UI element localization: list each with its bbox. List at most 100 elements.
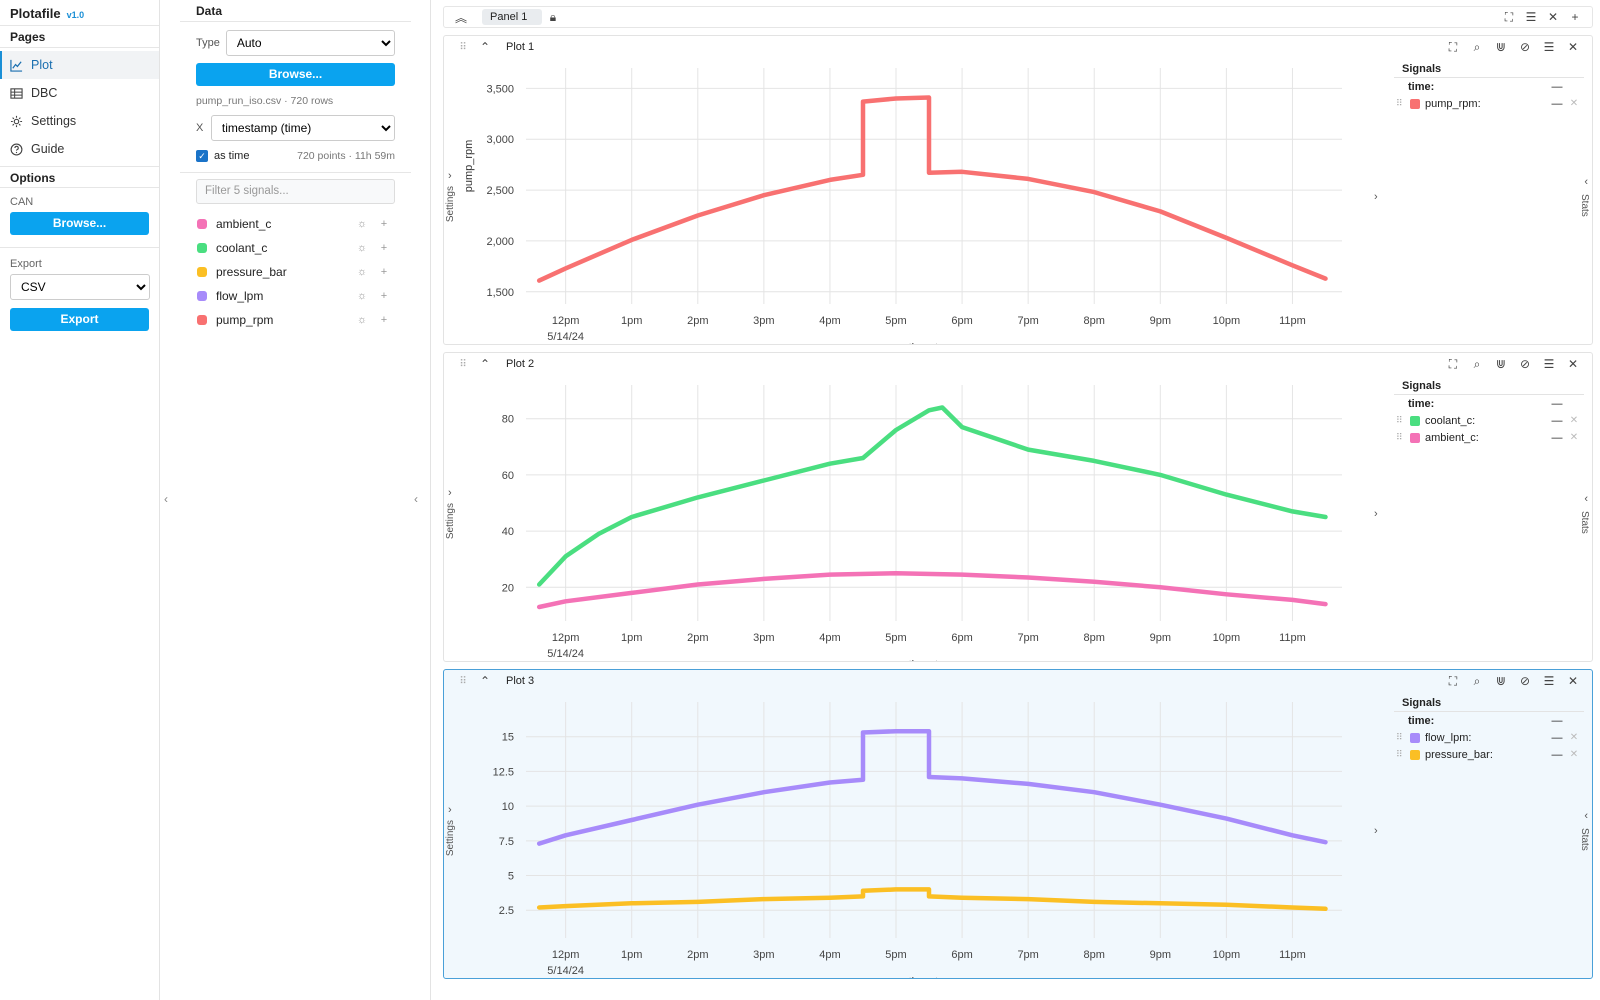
sun-icon[interactable]: ☼ <box>356 266 368 278</box>
collapse-up-icon[interactable]: ︽ <box>454 10 467 25</box>
stats-signal-row[interactable]: ⠿ flow_lpm: — ✕ <box>1394 729 1584 746</box>
clear-icon[interactable]: ☰ <box>1543 356 1555 371</box>
fullscreen-icon[interactable]: ⛶ <box>1504 9 1514 24</box>
sun-icon[interactable]: ☼ <box>356 242 368 254</box>
close-icon[interactable]: ✕ <box>1567 39 1579 54</box>
signal-item-ambient[interactable]: ambient_c ☼ + <box>180 212 411 236</box>
drag-handle-icon[interactable]: ⠿ <box>1396 432 1403 442</box>
stats-signal-row[interactable]: ⠿ ambient_c: — ✕ <box>1394 429 1584 446</box>
collapse-data-icon[interactable]: ‹ <box>414 492 418 506</box>
drag-handle-icon[interactable]: ⠿ <box>459 358 467 370</box>
nav-item-guide[interactable]: Guide <box>0 135 159 163</box>
chevron-up-icon[interactable]: ⌃ <box>479 357 491 371</box>
collapse-nav-icon[interactable]: ‹ <box>164 492 168 506</box>
drag-handle-icon[interactable]: ⠿ <box>459 675 467 687</box>
plus-icon[interactable]: + <box>380 266 388 278</box>
remove-signal-icon[interactable]: ✕ <box>1569 415 1579 426</box>
zoom-icon[interactable]: ⌕ <box>1473 356 1481 371</box>
export-format-select[interactable]: CSV <box>10 274 150 300</box>
sun-icon[interactable]: ☼ <box>356 218 368 230</box>
close-icon[interactable]: ✕ <box>1547 9 1559 24</box>
clear-icon[interactable]: ☰ <box>1543 673 1555 688</box>
series-line-flow_lpm[interactable] <box>536 728 1328 846</box>
fullscreen-icon[interactable]: ⛶ <box>1448 39 1458 54</box>
checkbox-icon[interactable]: ✓ <box>196 150 208 162</box>
sun-icon[interactable]: ☼ <box>356 290 368 302</box>
series-line-ambient_c[interactable] <box>536 570 1328 610</box>
stats-signal-row[interactable]: ⠿ pump_rpm: — ✕ <box>1394 95 1584 112</box>
expand-stats-icon[interactable]: › <box>1374 191 1378 203</box>
panel-tab[interactable]: Panel 1 <box>482 9 542 25</box>
signal-item-flow[interactable]: flow_lpm ☼ + <box>180 284 411 308</box>
data-browse-button[interactable]: Browse... <box>196 63 395 86</box>
chart-svg[interactable]: 1,500 2,000 2,500 3,000 3,500 12pm 1pm 2pm 3pm 4p… <box>444 58 1374 344</box>
drag-handle-icon[interactable]: ⠿ <box>1396 732 1403 742</box>
signal-item-coolant[interactable]: coolant_c ☼ + <box>180 236 411 260</box>
add-icon[interactable]: + <box>1571 9 1579 24</box>
chevron-up-icon[interactable]: ⌃ <box>479 40 491 54</box>
clear-icon[interactable]: ☰ <box>1543 39 1555 54</box>
plot-card-3[interactable]: ⠿ ⌃ Plot 3 ⛶ ⌕ ⋓ ⊘ ☰ ✕ › Settings › ‹ Stats Signals tim… <box>443 669 1593 979</box>
close-icon[interactable]: ✕ <box>1567 356 1579 371</box>
hide-icon[interactable]: ⊘ <box>1519 39 1531 54</box>
export-button[interactable]: Export <box>10 308 149 331</box>
remove-signal-icon[interactable]: ✕ <box>1569 732 1579 743</box>
plot-card-2[interactable]: ⠿ ⌃ Plot 2 ⛶ ⌕ ⋓ ⊘ ☰ ✕ › Settings › ‹ Stats Signals tim… <box>443 352 1593 662</box>
sun-icon[interactable]: ☼ <box>356 314 368 326</box>
hide-icon[interactable]: ⊘ <box>1519 356 1531 371</box>
series-line-pump_rpm[interactable] <box>536 95 1328 283</box>
expand-stats-icon[interactable]: › <box>1374 825 1378 837</box>
collapse-stats-icon[interactable]: ‹ <box>1584 176 1588 188</box>
signal-filter-input[interactable]: Filter 5 signals... <box>196 179 395 204</box>
chart-svg[interactable]: 20 40 60 80 12pm 1pm 2pm 3pm 4pm 5pm 6pm 7pm 8pm 9pm 1… <box>444 375 1374 661</box>
nav-item-dbc[interactable]: DBC <box>0 79 159 107</box>
lock-icon[interactable]: 🔒︎ <box>549 9 557 24</box>
nav-item-plot[interactable]: Plot <box>0 51 159 79</box>
plus-icon[interactable]: + <box>380 242 388 254</box>
expand-stats-icon[interactable]: › <box>1374 508 1378 520</box>
signal-item-pressure[interactable]: pressure_bar ☼ + <box>180 260 411 284</box>
expand-settings-icon[interactable]: › <box>448 487 452 499</box>
stats-signal-row[interactable]: ⠿ coolant_c: — ✕ <box>1394 412 1584 429</box>
magnet-icon[interactable]: ⋓ <box>1495 673 1507 688</box>
collapse-stats-icon[interactable]: ‹ <box>1584 493 1588 505</box>
magnet-icon[interactable]: ⋓ <box>1495 39 1507 54</box>
plus-icon[interactable]: + <box>380 290 388 302</box>
stats-side-label[interactable]: Stats <box>1579 511 1590 534</box>
plot-toolbar: ⛶ ⌕ ⋓ ⊘ ☰ ✕ <box>1442 40 1584 55</box>
stats-side-label[interactable]: Stats <box>1579 194 1590 217</box>
magnet-icon[interactable]: ⋓ <box>1495 356 1507 371</box>
type-select[interactable]: Auto <box>225 30 395 56</box>
drag-handle-icon[interactable]: ⠿ <box>1396 98 1403 108</box>
plus-icon[interactable]: + <box>380 218 388 230</box>
stats-signal-row[interactable]: ⠿ pressure_bar: — ✕ <box>1394 746 1584 763</box>
drag-handle-icon[interactable]: ⠿ <box>459 41 467 53</box>
chevron-up-icon[interactable]: ⌃ <box>479 674 491 688</box>
zoom-icon[interactable]: ⌕ <box>1473 673 1481 688</box>
remove-signal-icon[interactable]: ✕ <box>1569 98 1579 109</box>
signal-item-pump[interactable]: pump_rpm ☼ + <box>180 308 411 332</box>
stats-side-label[interactable]: Stats <box>1579 828 1590 851</box>
fullscreen-icon[interactable]: ⛶ <box>1448 356 1458 371</box>
drag-handle-icon[interactable]: ⠿ <box>1396 749 1403 759</box>
remove-signal-icon[interactable]: ✕ <box>1569 749 1579 760</box>
series-line-coolant_c[interactable] <box>536 405 1328 587</box>
zoom-icon[interactable]: ⌕ <box>1473 39 1481 54</box>
remove-signal-icon[interactable]: ✕ <box>1569 432 1579 443</box>
hide-icon[interactable]: ⊘ <box>1519 673 1531 688</box>
collapse-stats-icon[interactable]: ‹ <box>1584 810 1588 822</box>
expand-settings-icon[interactable]: › <box>448 170 452 182</box>
expand-settings-icon[interactable]: › <box>448 804 452 816</box>
close-icon[interactable]: ✕ <box>1567 673 1579 688</box>
nav-item-settings[interactable]: Settings <box>0 107 159 135</box>
drag-handle-icon[interactable]: ⠿ <box>1396 415 1403 425</box>
chart-svg[interactable]: 2.5 5 7.5 10 12.5 15 12pm 1pm 2pm 3pm 4pm 5pm 6pm 7pm… <box>444 692 1374 978</box>
can-browse-button[interactable]: Browse... <box>10 212 149 235</box>
series-line-pressure_bar[interactable] <box>536 887 1328 912</box>
x-axis-select[interactable]: timestamp (time) <box>210 115 395 141</box>
fullscreen-icon[interactable]: ⛶ <box>1448 673 1458 688</box>
plot-card-1[interactable]: ⠿ ⌃ Plot 1 ⛶ ⌕ ⋓ ⊘ ☰ ✕ › Settings › ‹ Stats Signals tim… <box>443 35 1593 345</box>
plot-toolbar: ⛶ ⌕ ⋓ ⊘ ☰ ✕ <box>1442 357 1584 372</box>
clear-filter-icon[interactable]: ☰ <box>1525 9 1537 24</box>
plus-icon[interactable]: + <box>380 314 388 326</box>
